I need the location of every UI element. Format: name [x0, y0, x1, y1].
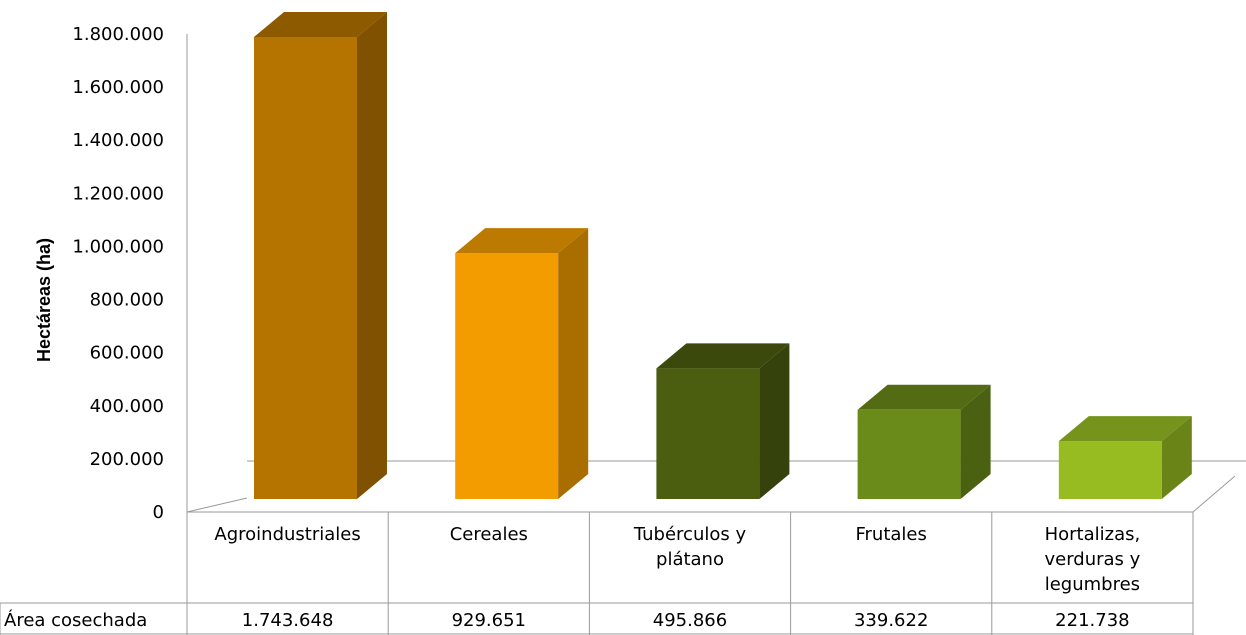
y-axis-ticks: 0 200.000 400.000 600.000 800.000 1.000.000 1.…: [72, 24, 164, 523]
bar-top: [857, 384, 991, 410]
series-name: Área cosechada: [4, 609, 147, 631]
data-label: 929.651: [452, 610, 526, 631]
y-axis-label: Hectáreas (ha): [34, 238, 54, 362]
y-tick-label: 1.600.000: [72, 77, 164, 98]
bar-side: [759, 343, 790, 499]
y-tick-label: 200.000: [90, 449, 164, 470]
bar-top: [455, 228, 589, 254]
x-category-label: verduras y: [1044, 549, 1140, 570]
x-category-label: plátano: [656, 549, 724, 570]
y-tick-label: 1.200.000: [72, 183, 164, 204]
y-tick-label: 1.800.000: [72, 24, 164, 45]
bar-top: [1058, 416, 1192, 442]
bar-side: [558, 228, 589, 499]
x-category-label: Frutales: [855, 524, 926, 545]
bars: [254, 11, 1192, 499]
data-label: 221.738: [1055, 610, 1129, 631]
bar-front: [857, 409, 961, 499]
y-tick-label: 1.400.000: [72, 130, 164, 151]
data-table: Agroindustriales 1.743.648 Cereales 929.651…: [0, 512, 1194, 635]
y-tick-label: 600.000: [90, 343, 164, 364]
data-label: 339.622: [854, 610, 928, 631]
x-category-label: Hortalizas,: [1045, 524, 1141, 545]
floor-left-edge: [186, 497, 248, 513]
data-label: 1.743.648: [242, 610, 334, 631]
y-tick-label: 400.000: [90, 396, 164, 417]
bar-front: [254, 36, 357, 499]
x-category-label: Cereales: [450, 524, 528, 545]
x-category-label: Tubérculos y: [633, 524, 747, 545]
bar-top: [656, 343, 790, 369]
y-tick-label: 800.000: [90, 290, 164, 311]
bar-side: [960, 384, 991, 499]
bar-front: [656, 368, 760, 499]
bar-front: [455, 253, 559, 499]
x-category-label: legumbres: [1045, 574, 1140, 595]
y-tick-label: 1.000.000: [72, 236, 164, 257]
data-label: 495.866: [653, 610, 727, 631]
bar-side: [1161, 416, 1192, 499]
y-tick-label: 0: [153, 502, 164, 523]
bar-side: [357, 11, 387, 499]
bar-top: [254, 11, 387, 37]
bar-front: [1058, 441, 1162, 499]
floor-right-edge: [1192, 475, 1236, 513]
x-category-label: Agroindustriales: [214, 524, 360, 545]
